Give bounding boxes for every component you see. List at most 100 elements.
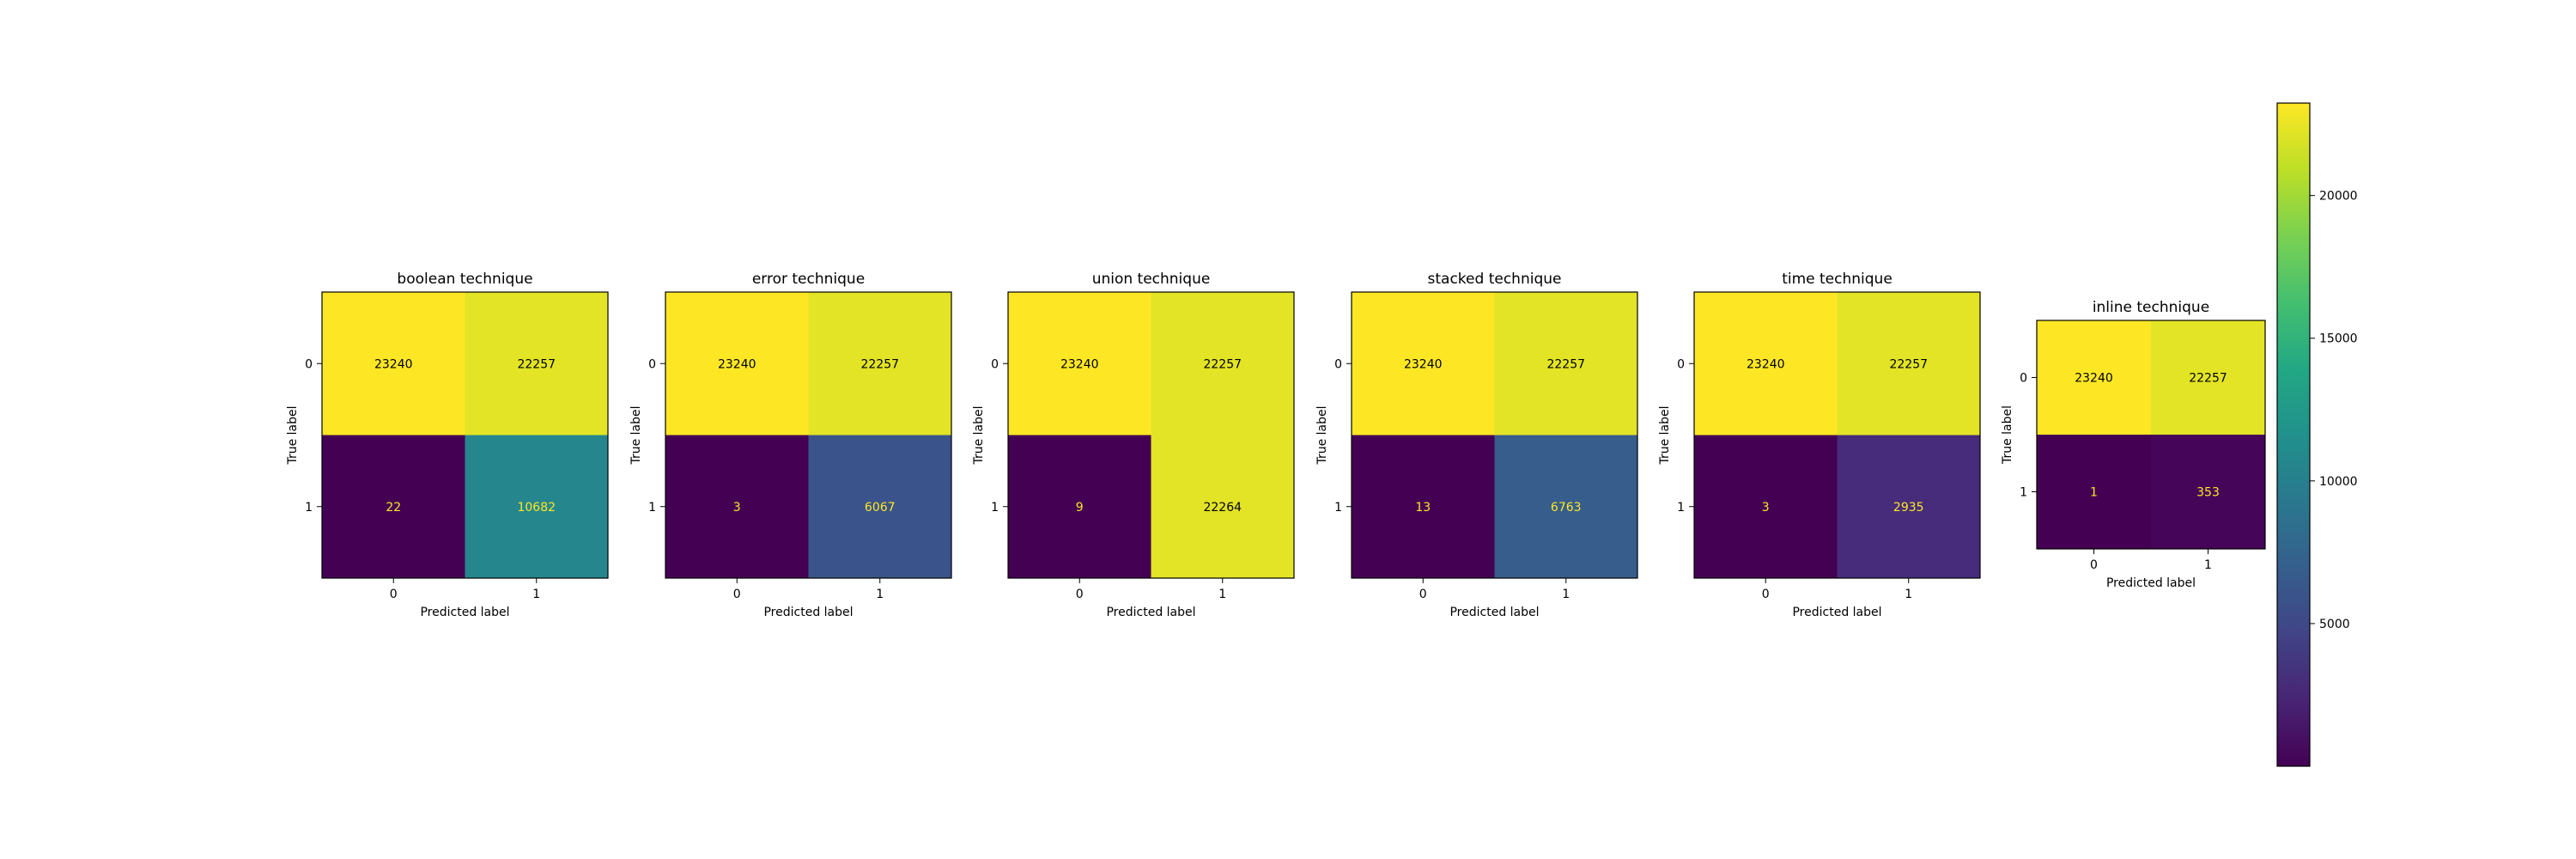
x-tick-label: 1	[876, 588, 884, 601]
cell-value-label: 23240	[374, 357, 413, 371]
panel-title: stacked technique	[1428, 271, 1562, 288]
matrix-cell	[322, 435, 465, 578]
matrix-cell	[1151, 435, 1294, 578]
cell-value-label: 22257	[2189, 372, 2227, 386]
panel-title: boolean technique	[397, 271, 532, 288]
y-tick-label: 1	[1334, 501, 1342, 515]
colorbar-tick-label: 10000	[2319, 475, 2358, 489]
panel-title: error technique	[752, 271, 865, 288]
colorbar-tick-label: 20000	[2319, 190, 2358, 204]
cell-value-label: 353	[2196, 486, 2220, 500]
cell-value-label: 6763	[1551, 501, 1582, 515]
y-tick-label: 1	[1677, 501, 1685, 515]
x-tick-label: 0	[1076, 588, 1084, 601]
matrix-cell	[1694, 435, 1838, 578]
panels-layer: 23240 22257 22 10682 0 1 0 1 boolean technique Pr…	[286, 271, 2266, 619]
x-axis-label: Predicted label	[763, 606, 853, 619]
y-axis-label: True label	[629, 405, 643, 465]
y-tick-label: 1	[648, 501, 656, 515]
x-tick-label: 0	[1762, 588, 1770, 601]
cell-value-label: 22257	[1889, 357, 1928, 371]
cell-value-label: 2935	[1893, 501, 1924, 515]
matrix-cell	[2037, 320, 2151, 435]
axes-frame	[321, 291, 609, 579]
panel-title: union technique	[1092, 271, 1211, 288]
matrix-cell	[2151, 435, 2265, 549]
matrix-cell	[1494, 435, 1637, 578]
cell-value-label: 23240	[1747, 357, 1785, 371]
cell-value-label: 22257	[517, 357, 556, 371]
x-tick-label: 1	[1562, 588, 1570, 601]
matrix-cell	[665, 435, 809, 578]
colorbar-frame	[2276, 102, 2311, 767]
x-axis-label: Predicted label	[1106, 606, 1195, 619]
y-tick-label: 0	[991, 357, 999, 371]
x-tick-label: 0	[390, 588, 398, 601]
x-axis-label: Predicted label	[420, 606, 509, 619]
matrix-cell	[1837, 292, 1980, 436]
y-tick-label: 0	[648, 357, 656, 371]
x-tick-label: 1	[1218, 588, 1226, 601]
x-tick-label: 1	[1905, 588, 1912, 601]
y-tick-label: 1	[2020, 486, 2027, 500]
y-axis-label: True label	[286, 405, 300, 465]
y-tick-label: 1	[991, 501, 999, 515]
cell-value-label: 13	[1415, 501, 1431, 515]
confusion-matrix-panel: 23240 22257 13 6763 0 1 0 1 stacked technique Pre…	[1315, 271, 1638, 619]
confusion-matrix-panel: 23240 22257 3 2935 0 1 0 1 time technique Predict…	[1658, 271, 1981, 619]
cell-value-label: 23240	[2075, 372, 2113, 386]
x-axis-label: Predicted label	[1792, 606, 1881, 619]
matrix-cell	[465, 292, 608, 436]
y-tick-label: 0	[1334, 357, 1342, 371]
matrix-cell	[1494, 292, 1637, 436]
matrix-cell	[465, 435, 608, 578]
y-axis-label: True label	[1315, 405, 1329, 465]
x-tick-label: 0	[1419, 588, 1427, 601]
cell-value-label: 1	[2090, 486, 2098, 500]
cell-value-label: 3	[733, 501, 741, 515]
confusion-matrix-panel: 23240 22257 9 22264 0 1 0 1 union technique Predi…	[972, 271, 1295, 619]
matrix-cell	[1352, 435, 1495, 578]
axes-frame	[1351, 291, 1638, 579]
cell-value-label: 22257	[1203, 357, 1242, 371]
axes-frame	[665, 291, 952, 579]
y-axis-label: True label	[972, 405, 986, 465]
x-tick-label: 1	[2204, 558, 2212, 572]
cell-value-label: 22257	[860, 357, 899, 371]
matrix-cell	[808, 435, 951, 578]
cell-value-label: 22264	[1203, 501, 1242, 515]
colorbar-tick-label: 15000	[2319, 332, 2358, 346]
colorbar-gradient	[2277, 103, 2310, 766]
cell-value-label: 9	[1076, 501, 1084, 515]
matrix-cell	[2037, 435, 2151, 549]
cell-value-label: 6067	[865, 501, 896, 515]
x-axis-label: Predicted label	[2106, 576, 2196, 590]
cell-value-label: 10682	[517, 501, 556, 515]
confusion-matrix-panel: 23240 22257 1 353 0 1 0 1 inline technique Predic…	[2001, 299, 2266, 590]
matrix-cell	[808, 292, 951, 436]
axes-frame	[1693, 291, 1981, 579]
matrix-cell	[1694, 292, 1838, 436]
x-tick-label: 0	[733, 588, 741, 601]
matrix-cell	[2151, 320, 2265, 435]
matrix-cell	[1837, 435, 1980, 578]
cell-value-label: 23240	[718, 357, 756, 371]
axes-frame	[2036, 320, 2266, 550]
confusion-matrix-panel: 23240 22257 3 6067 0 1 0 1 error technique Predic…	[629, 271, 952, 619]
y-axis-label: True label	[1658, 405, 1672, 465]
y-tick-label: 0	[305, 357, 313, 371]
cell-value-label: 23240	[1404, 357, 1443, 371]
matrix-cell	[322, 292, 465, 436]
x-tick-label: 0	[2090, 558, 2098, 572]
panel-title: inline technique	[2093, 299, 2209, 316]
matrix-cell	[1151, 292, 1294, 436]
y-tick-label: 0	[2020, 372, 2027, 386]
x-tick-label: 1	[532, 588, 540, 601]
y-axis-label: True label	[2001, 405, 2014, 465]
y-tick-label: 1	[305, 501, 313, 515]
axes-frame	[1007, 291, 1295, 579]
cell-value-label: 22	[386, 501, 401, 515]
colorbar-tick-label: 5000	[2319, 618, 2350, 631]
cell-value-label: 3	[1762, 501, 1770, 515]
